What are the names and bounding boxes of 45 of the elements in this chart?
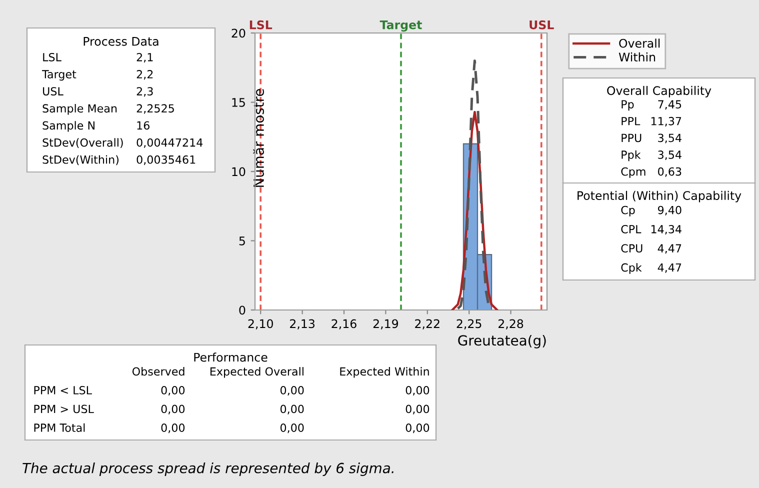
text: LSL 2,1 (43, 52, 153, 62)
text: PPM > USL 0,00 0,00 0,00 (34, 404, 430, 414)
x-tick-label: 2,13 (290, 319, 315, 330)
y-tick-label: 10 (232, 167, 246, 176)
y-tick-label: 15 (232, 98, 245, 107)
text: StDev(Overall) 0,00447214 (42, 138, 203, 148)
x-axis-title: Greutatea(g) (458, 334, 546, 348)
text: Overall Capability (607, 86, 712, 98)
text: USL 2,3 (43, 87, 153, 97)
x-tick-label: 2,16 (332, 319, 356, 330)
line-series (451, 110, 498, 310)
text: Cpm 0,63 (621, 167, 682, 178)
y-axis-title: Număr mostre (253, 88, 264, 187)
text: Cp 9,40 (621, 206, 682, 216)
text: CPL 14,34 (621, 224, 682, 235)
ref-line-label: Target (380, 20, 422, 32)
text: The actual process spread is represented by 6 sigma. (22, 462, 394, 476)
x-tick-label: 2,22 (415, 319, 440, 330)
text: Ppk 3,54 (622, 150, 682, 162)
text: Sample Mean 2,2525 (42, 104, 174, 115)
text: PPM < LSL 0,00 0,00 0,00 (34, 386, 430, 396)
x-tick-label: 2,25 (456, 319, 482, 330)
text: PPM Total 0,00 0,00 0,00 (34, 423, 430, 434)
text: Process Data (84, 37, 158, 46)
ref-line-label: LSL (250, 20, 272, 30)
y-tick-label: 0 (239, 306, 246, 315)
text: Pp 7,45 (622, 100, 682, 111)
text: Sample N 16 (42, 121, 150, 132)
y-tick-label: 20 (232, 28, 246, 38)
text: CPU 4,47 (621, 244, 682, 254)
y-tick-label: 5 (239, 236, 245, 246)
text: StDev(Within) 0,0035461 (42, 155, 196, 166)
legend-label: Within (618, 52, 656, 62)
text: PPL 11,37 (622, 116, 682, 126)
x-tick-label: 2,19 (373, 319, 398, 330)
x-tick-label: 2,10 (248, 319, 273, 330)
text: Potential (Within) Capability (578, 190, 742, 202)
text: Target 2,2 (42, 70, 153, 81)
text: PPU 3,54 (622, 134, 682, 144)
x-tick-label: 2,28 (498, 319, 524, 330)
ref-line-label: USL (530, 20, 554, 30)
text: Performance (194, 352, 268, 362)
text: Cpk 4,47 (621, 263, 682, 274)
text: Observed Expected Overall Expected Within (132, 367, 429, 378)
legend-label: Overall (619, 38, 660, 48)
